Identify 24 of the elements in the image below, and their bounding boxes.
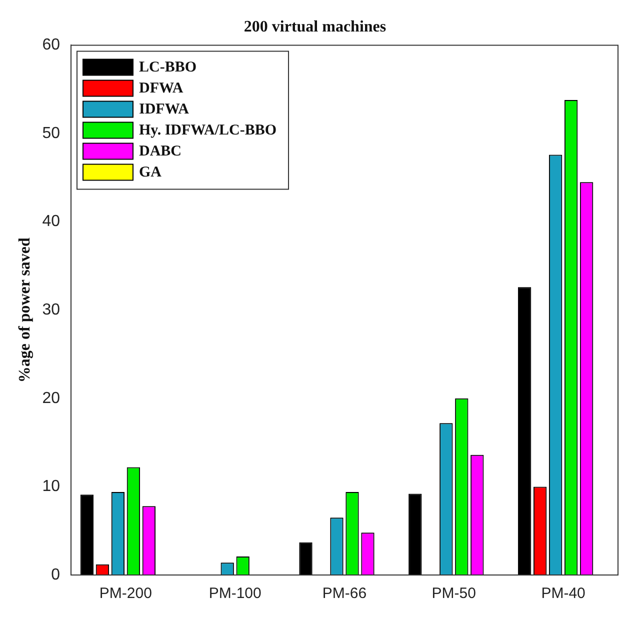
y-tick-label: 30 — [42, 302, 60, 319]
y-axis-title: %age of power saved — [16, 237, 34, 383]
x-tick-label: PM-50 — [432, 585, 476, 602]
y-tick-label: 10 — [42, 478, 60, 496]
legend-label: GA — [138, 164, 162, 181]
x-tick-label: PM-40 — [541, 585, 586, 602]
legend-label: DABC — [138, 144, 182, 160]
y-tick-label: 0 — [51, 566, 60, 584]
bar — [299, 542, 312, 575]
y-tick-label: 20 — [42, 390, 60, 407]
x-tick-label: PM-200 — [99, 585, 152, 602]
y-tick-label: 40 — [42, 213, 60, 230]
legend-label: LC-BBO — [138, 60, 197, 76]
legend-label: Hy. IDFWA/LC-BBO — [138, 122, 277, 139]
y-tick-label: 60 — [42, 36, 60, 54]
legend-label: IDFWA — [138, 102, 190, 118]
chart-title: 200 virtual machines — [244, 18, 386, 36]
legend-label: DFWA — [138, 80, 184, 97]
x-tick-label: PM-100 — [208, 585, 262, 602]
bar — [518, 287, 532, 575]
bar — [80, 494, 94, 575]
bar — [408, 494, 422, 575]
x-tick-label: PM-66 — [322, 585, 367, 602]
y-tick-label: 50 — [42, 124, 60, 142]
